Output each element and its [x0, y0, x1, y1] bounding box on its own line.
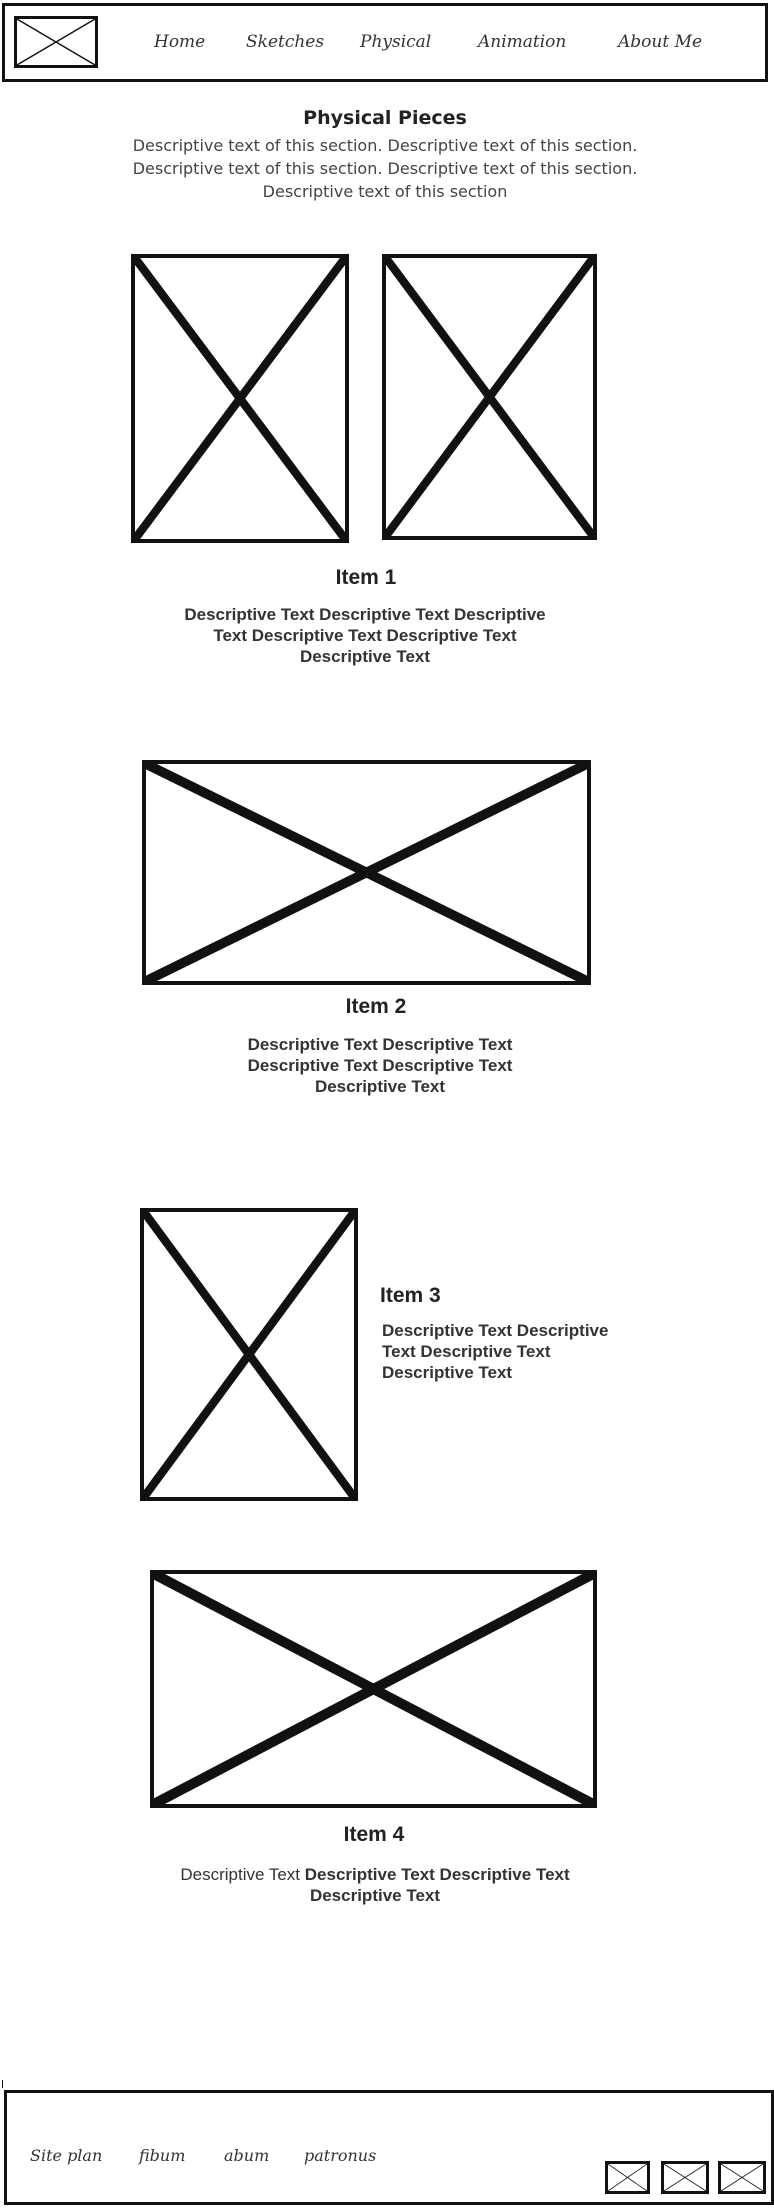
item-2-description-line: Descriptive Text Descriptive Text — [247, 1056, 513, 1075]
section-description-line: Descriptive text of this section — [262, 182, 508, 201]
site-header — [2, 3, 768, 82]
item-4-image-placeholder — [150, 1570, 597, 1808]
item-4-description-line: Descriptive Text Descriptive Text Descri… — [110, 1864, 640, 1885]
section-description: Descriptive text of this section. Descri… — [0, 134, 770, 203]
item-3-description-line: Descriptive Text — [382, 1363, 513, 1382]
nav-sketches[interactable]: Sketches — [246, 32, 325, 52]
nav-about-me[interactable]: About Me — [618, 32, 703, 52]
footer-link-abum[interactable]: abum — [224, 2146, 270, 2165]
section-description-line: Descriptive text of this section. Descri… — [132, 159, 638, 178]
item-2-description-line: Descriptive Text — [314, 1077, 446, 1096]
item-2-image-placeholder — [142, 760, 591, 985]
footer-link-patronus[interactable]: patronus — [304, 2146, 377, 2165]
page-title: Physical Pieces — [303, 107, 467, 129]
item-4-description-bold: Descriptive Text Descriptive Text — [304, 1865, 570, 1884]
item-3-title: Item 3 — [380, 1284, 441, 1307]
divider-mark — [2, 2080, 3, 2088]
item-2-description: Descriptive Text Descriptive Text Descri… — [180, 1034, 580, 1097]
item-4-description: Descriptive Text Descriptive Text Descri… — [110, 1864, 640, 1906]
item-2-description-line: Descriptive Text Descriptive Text — [247, 1035, 513, 1054]
social-icon-2-placeholder-icon[interactable] — [661, 2161, 709, 2194]
item-1-description-line: Descriptive Text — [299, 647, 431, 666]
nav-physical[interactable]: Physical — [360, 32, 432, 52]
footer-link-fibum[interactable]: fibum — [139, 2146, 186, 2165]
nav-home[interactable]: Home — [154, 32, 206, 52]
social-icon-3-placeholder-icon[interactable] — [718, 2161, 766, 2194]
item-1-description: Descriptive Text Descriptive Text Descri… — [120, 604, 610, 667]
item-4-title: Item 4 — [343, 1823, 405, 1846]
item-2-title: Item 2 — [345, 995, 407, 1018]
social-icon-1-placeholder-icon[interactable] — [605, 2161, 650, 2194]
item-4-description-line: Descriptive Text — [309, 1886, 441, 1905]
item-3-description-line: Text Descriptive Text — [382, 1342, 551, 1361]
item-4-description-plain: Descriptive Text — [180, 1865, 301, 1884]
section-description-line: Descriptive text of this section. Descri… — [132, 136, 638, 155]
item-3-description: Descriptive Text Descriptive Text Descri… — [382, 1320, 702, 1383]
logo-placeholder-icon[interactable] — [14, 16, 98, 68]
item-3-description-line: Descriptive Text Descriptive — [382, 1321, 609, 1340]
item-1-title: Item 1 — [335, 566, 397, 589]
item-1-description-line: Text Descriptive Text Descriptive Text — [213, 626, 517, 645]
item-1-image-right-placeholder — [382, 254, 597, 540]
item-1-image-left-placeholder — [131, 254, 349, 543]
site-footer — [4, 2090, 774, 2205]
item-1-description-line: Descriptive Text Descriptive Text Descri… — [184, 605, 546, 624]
footer-link-site-plan[interactable]: Site plan — [30, 2146, 103, 2165]
item-3-image-placeholder — [140, 1208, 358, 1501]
nav-animation[interactable]: Animation — [478, 32, 567, 52]
